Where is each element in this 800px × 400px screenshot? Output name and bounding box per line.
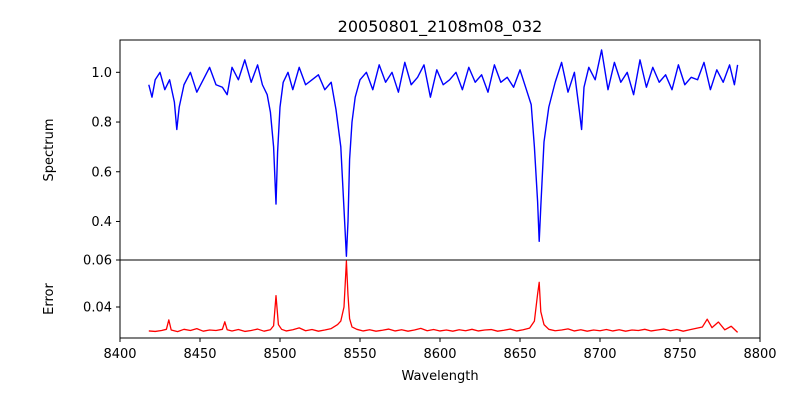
spectrum-panel: 0.4 0.6 0.8 1.0 Spectrum	[42, 39, 761, 261]
x-tick-label: 8600	[423, 347, 456, 362]
spectrum-y-tick-label: 0.8	[91, 116, 112, 131]
error-panel: 0.04 0.06 Error	[42, 254, 761, 339]
x-axis-label: Wavelength	[401, 369, 478, 384]
wavelength-x-axis: 8400 8450 8500 8550 8600 8650 8700 8750 8800	[103, 338, 777, 362]
spectrum-y-tick-label: 0.4	[91, 215, 112, 230]
x-tick-label: 8800	[743, 347, 776, 362]
x-tick-label: 8550	[343, 347, 376, 362]
x-tick-label: 8500	[263, 347, 296, 362]
x-tick-label: 8650	[503, 347, 536, 362]
error-series-line	[148, 260, 739, 333]
chart-title: 20050801_2108m08_032	[338, 17, 543, 37]
x-tick-label: 8750	[663, 347, 696, 362]
spectrum-axes-frame	[119, 39, 761, 261]
error-y-axis: 0.04 0.06	[83, 254, 120, 315]
x-tick-label: 8450	[183, 347, 216, 362]
spectrum-y-tick-label: 1.0	[91, 66, 112, 81]
spectrum-y-axis: 0.4 0.6 0.8 1.0	[91, 66, 120, 230]
x-tick-label: 8700	[583, 347, 616, 362]
error-axes-frame	[119, 259, 761, 339]
error-y-label: Error	[42, 283, 57, 315]
spectrum-y-label: Spectrum	[42, 119, 57, 182]
spectrum-y-tick-label: 0.6	[91, 165, 112, 180]
error-y-tick-label: 0.06	[83, 254, 112, 269]
error-y-tick-label: 0.04	[83, 300, 112, 315]
x-tick-label: 8400	[103, 347, 136, 362]
spectrum-series-line	[148, 49, 739, 257]
